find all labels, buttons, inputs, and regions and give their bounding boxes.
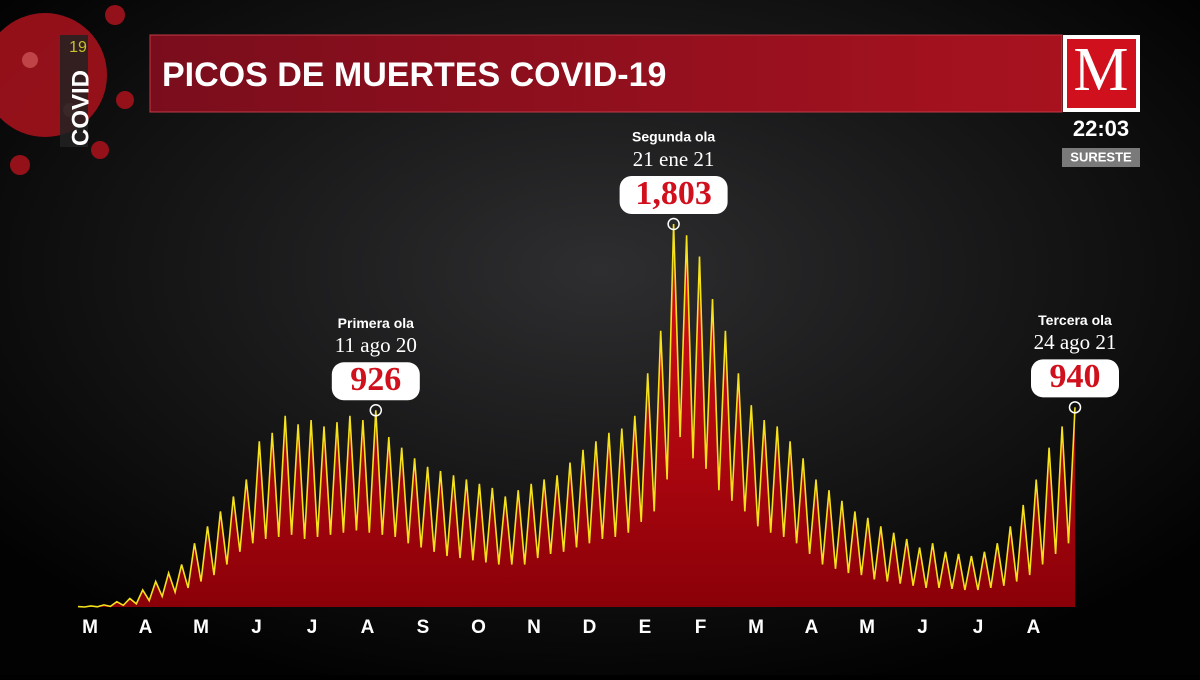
peak-marker [1068,401,1082,414]
logo-inner [1067,39,1136,108]
peak-marker [369,404,383,417]
peak-label: 1,803 [635,175,712,212]
peak-date: 11 ago 20 [335,333,417,357]
peak-label: 940 [1050,358,1101,395]
x-tick-label: J [307,617,318,638]
x-tick-label: N [527,617,541,638]
x-tick-label: J [973,617,984,638]
x-tick-label: O [471,617,486,638]
badge-box [60,35,88,147]
x-tick-label: A [1027,617,1041,638]
peak-title: Tercera ola [1038,312,1112,328]
peak-date: 21 ene 21 [633,147,715,171]
peak-title: Segunda ola [632,129,715,145]
x-tick-label: A [361,617,375,638]
region-box [1062,148,1140,167]
region: SURESTE [1070,149,1132,164]
title-bar [149,34,1063,113]
peak-label-box [619,176,728,214]
x-tick-label: D [583,617,597,638]
peak-title: Primera ola [338,315,414,331]
chart-title: PICOS DE MUERTES COVID-19 [162,56,666,94]
peak-marker [667,217,680,231]
x-tick-label: S [417,617,430,638]
peak-date: 24 ago 21 [1034,330,1117,354]
x-tick-label: J [251,617,262,638]
x-tick-label: A [805,617,819,638]
badge-number: 19 [69,39,87,56]
area [78,224,1075,607]
badge: COVID [67,70,94,146]
x-tick-label: M [82,617,98,638]
x-tick-label: F [695,617,707,638]
x-tick-label: M [748,617,764,638]
logo: M [1073,36,1128,104]
line [77,223,1076,608]
x-tick-label: M [859,617,875,638]
time: 22:03 [1073,116,1129,141]
peak-label-box [1031,359,1119,398]
x-tick-label: M [193,617,209,638]
x-tick-label: A [139,617,153,638]
x-tick-label: J [917,617,928,638]
peak-label: 926 [350,361,401,398]
x-tick-label: E [639,617,652,638]
peak-label-box [331,362,420,401]
